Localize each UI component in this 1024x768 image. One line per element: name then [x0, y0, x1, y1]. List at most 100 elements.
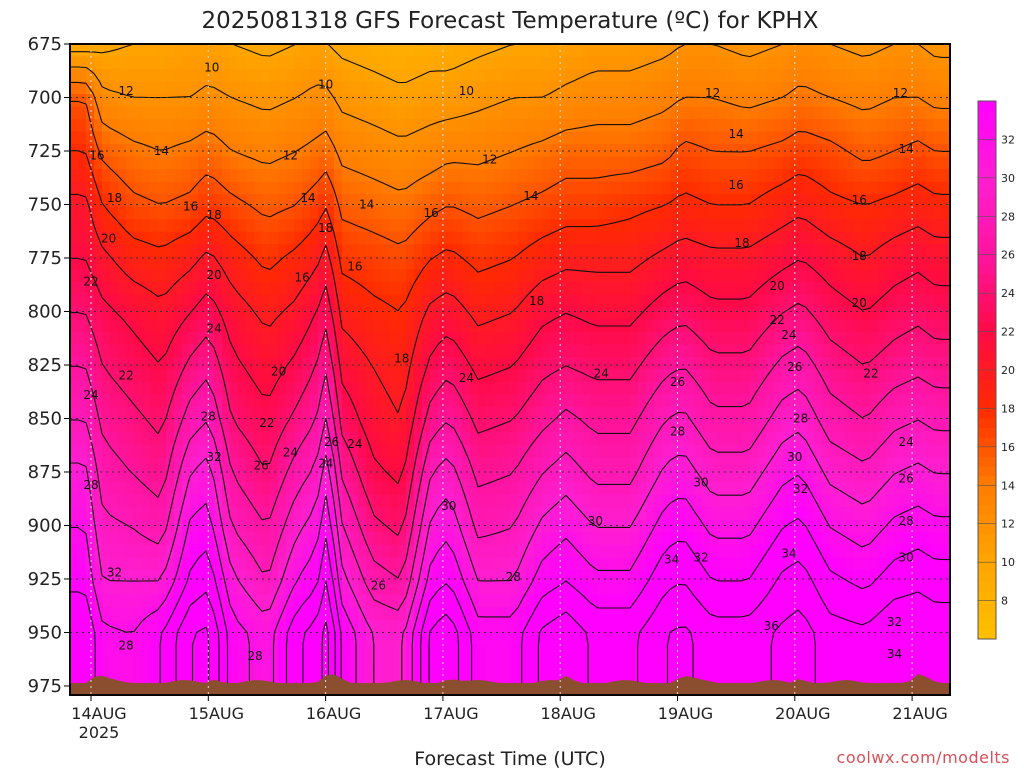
contour-label: 16 — [89, 148, 104, 162]
contour-label: 16 — [347, 260, 362, 274]
contour-label: 20 — [207, 268, 222, 282]
colorbar-cell — [978, 446, 996, 457]
y-tick-label: 950 — [28, 622, 62, 643]
contour-label: 14 — [300, 191, 315, 205]
contour-label: 28 — [201, 409, 216, 423]
colorbar-cell — [978, 225, 996, 236]
x-tick-label: 17AUG — [423, 704, 478, 723]
contour-label: 24 — [459, 371, 474, 385]
contour-label: 16 — [183, 200, 198, 214]
colorbar-cell — [978, 187, 996, 198]
contour-label: 30 — [899, 551, 914, 565]
colorbar-cell — [978, 590, 996, 602]
temperature-fill — [70, 44, 950, 695]
colorbar-label: 16 — [1001, 441, 1015, 454]
colorbar-label: 30 — [1001, 172, 1015, 185]
colorbar-label: 10 — [1001, 556, 1015, 569]
colorbar-cell — [978, 264, 996, 275]
colorbar-label: 28 — [1001, 210, 1015, 223]
contour-label: 22 — [259, 416, 274, 430]
contour-label: 32 — [207, 450, 222, 464]
colorbar-cell — [978, 523, 996, 534]
contour-24 — [70, 302, 950, 536]
colorbar-cell — [978, 206, 996, 217]
contour-label: 32 — [887, 615, 902, 629]
colorbar-cell — [978, 235, 996, 246]
chart-title: 2025081318 GFS Forecast Temperature (ºC)… — [202, 8, 819, 34]
contour-label: 20 — [852, 296, 867, 310]
colorbar-cell — [978, 398, 996, 409]
y-tick-label: 800 — [28, 301, 62, 322]
colorbar-cell — [978, 514, 996, 525]
contour-label: 24 — [594, 367, 609, 381]
colorbar-label: 26 — [1001, 249, 1015, 262]
contour-label: 34 — [781, 546, 796, 560]
colorbar-cell — [978, 456, 996, 467]
contour-label: 26 — [371, 578, 386, 592]
plot-area: 10 10 10 12 12 12 12 12 14 14 14 14 14 14 16 16 16 16 16 16… — [28, 34, 951, 742]
y-tick-label: 700 — [28, 87, 62, 108]
contour-label: 22 — [863, 367, 878, 381]
x-tick-label: 15AUG — [189, 704, 244, 723]
contour-label: 18 — [852, 249, 867, 263]
y-tick-label: 925 — [28, 569, 62, 590]
contour-label: 18 — [207, 208, 222, 222]
contour-label: 28 — [506, 570, 521, 584]
colorbar-label: 22 — [1001, 326, 1015, 339]
contour-label: 28 — [248, 649, 263, 663]
colorbar-cell — [978, 177, 996, 188]
colorbar-cell — [978, 149, 996, 160]
colorbar-cell — [978, 101, 996, 112]
colorbar-cell — [978, 389, 996, 400]
contour-12 — [70, 44, 950, 137]
contour-label: 28 — [899, 514, 914, 528]
colorbar-cell — [978, 197, 996, 208]
contour-label: 12 — [482, 153, 497, 167]
colorbar-cell — [978, 254, 996, 265]
colorbar-cell — [978, 475, 996, 486]
colorbar-label: 24 — [1001, 287, 1015, 300]
contour-label: 24 — [83, 388, 98, 402]
x-axis-title: Forecast Time (UTC) — [414, 748, 605, 768]
colorbar-cell — [978, 321, 996, 333]
contour-label: 14 — [359, 198, 374, 212]
colorbar-label: 14 — [1001, 479, 1015, 492]
contour-label: 30 — [441, 499, 456, 513]
contour-label: 22 — [770, 313, 785, 327]
colorbar-cell — [978, 437, 996, 448]
contour-label: 12 — [119, 84, 134, 98]
y-tick-label: 725 — [28, 141, 62, 162]
colorbar-cell — [978, 408, 996, 419]
contour-label: 32 — [693, 551, 708, 565]
contour-label: 16 — [728, 178, 743, 192]
colorbar-cell — [978, 312, 996, 323]
contour-36 — [175, 560, 950, 695]
colorbar-cell — [978, 629, 996, 640]
x-tick-sublabel: 2025 — [79, 723, 120, 742]
x-tick-label: 19AUG — [658, 704, 713, 723]
contour-label: 12 — [283, 148, 298, 162]
colorbar-cell — [978, 341, 996, 352]
colorbar-cell — [978, 129, 996, 140]
colorbar-label: 32 — [1001, 133, 1015, 146]
credit-text: coolwx.com/modelts — [837, 748, 1010, 767]
x-tick-label: 18AUG — [540, 704, 595, 723]
contour-label: 24 — [207, 322, 222, 336]
contour-label: 10 — [318, 78, 333, 92]
colorbar-cell — [978, 245, 996, 256]
colorbar-cell — [978, 600, 996, 611]
contour-label: 26 — [253, 459, 268, 473]
colorbar-cell — [978, 302, 996, 313]
colorbar-cell — [978, 350, 996, 361]
contour-label: 34 — [887, 647, 902, 661]
colorbar-cell — [978, 610, 996, 621]
contour-label: 26 — [899, 471, 914, 485]
colorbar-cell — [978, 273, 996, 285]
colorbar-cell — [978, 293, 996, 304]
y-tick-label: 750 — [28, 194, 62, 215]
contour-label: 16 — [424, 206, 439, 220]
contour-label: 24 — [283, 446, 298, 460]
contour-label: 12 — [893, 86, 908, 100]
